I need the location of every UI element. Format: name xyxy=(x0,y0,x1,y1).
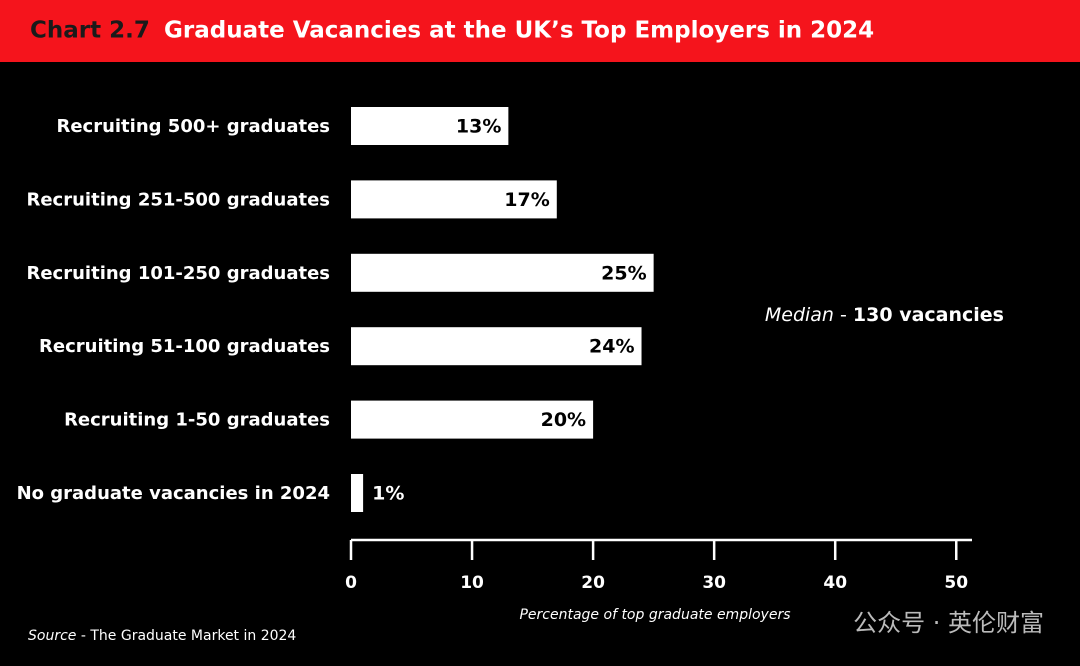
annotation: Median - 130 vacancies xyxy=(765,304,1004,326)
x-tick-label: 50 xyxy=(944,573,968,593)
x-tick-label: 20 xyxy=(581,573,605,593)
watermark: 公众号 · 英伦财富 xyxy=(853,609,1044,637)
bar xyxy=(351,253,654,292)
x-tick-label: 30 xyxy=(702,573,726,593)
bar xyxy=(351,474,364,512)
source: Source - The Graduate Market in 2024 xyxy=(28,628,296,644)
x-tick-label: 10 xyxy=(460,573,484,593)
annotation-label: Median xyxy=(765,304,834,326)
header-bar xyxy=(0,0,1080,62)
y-tick-label: Recruiting 1-50 graduates xyxy=(64,410,330,431)
y-tick-label: Recruiting 500+ graduates xyxy=(56,116,330,137)
source-label: Source xyxy=(28,628,76,644)
value-label: 25% xyxy=(601,262,646,284)
bar xyxy=(351,107,509,145)
annotation-text: 130 vacancies xyxy=(853,304,1004,326)
bar xyxy=(351,180,557,219)
y-tick-label: Recruiting 51-100 graduates xyxy=(39,336,330,357)
y-tick-label: Recruiting 251-500 graduates xyxy=(26,189,330,210)
value-label: 13% xyxy=(456,116,501,138)
chart-number: Chart 2.7 xyxy=(30,18,150,44)
source-text: - The Graduate Market in 2024 xyxy=(81,628,297,644)
x-axis-title: Percentage of top graduate employers xyxy=(519,607,790,623)
x-tick-label: 0 xyxy=(345,573,357,593)
value-label: 17% xyxy=(504,189,549,211)
value-label: 24% xyxy=(589,336,634,358)
value-label: 20% xyxy=(541,409,586,431)
y-tick-label: Recruiting 101-250 graduates xyxy=(26,263,330,284)
y-tick-label: No graduate vacancies in 2024 xyxy=(17,483,330,504)
chart-title: Graduate Vacancies at the UK’s Top Emplo… xyxy=(164,18,874,44)
value-label: 1% xyxy=(372,483,404,505)
bar xyxy=(351,400,594,439)
x-tick-label: 40 xyxy=(823,573,847,593)
annotation-separator: - xyxy=(840,304,847,326)
bar xyxy=(351,327,642,366)
